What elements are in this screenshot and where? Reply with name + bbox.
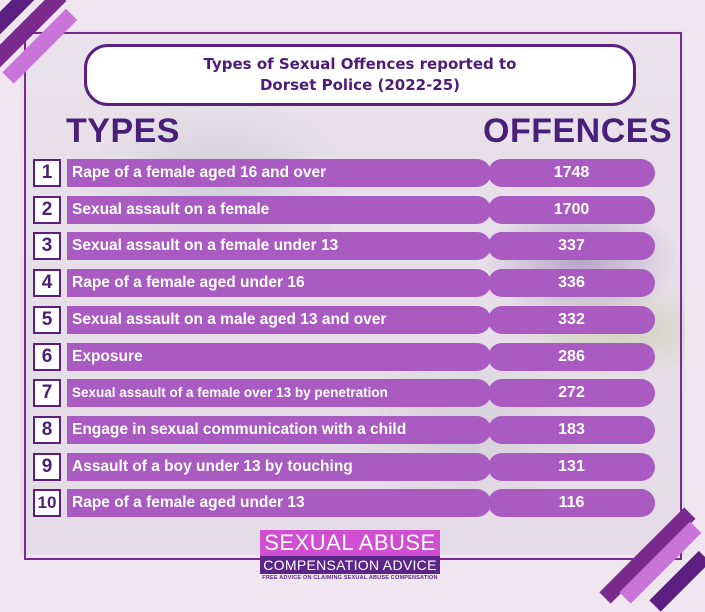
title-line-2: Dorset Police (2022-25) (259, 76, 461, 94)
title-box: Types of Sexual Offences reported to Dor… (84, 44, 636, 106)
offence-count: 332 (488, 305, 655, 334)
offence-type-label: Assault of a boy under 13 by touching (67, 452, 491, 481)
rank-number: 1 (33, 159, 61, 187)
logo-line-2: COMPENSATION ADVICE (260, 556, 440, 574)
offence-count: 272 (488, 379, 655, 408)
offence-type-label: Sexual assault on a male aged 13 and ove… (67, 305, 491, 334)
rank-number: 10 (33, 489, 61, 518)
offence-type-label: Rape of a female aged under 13 (67, 489, 491, 518)
offence-count: 337 (488, 232, 655, 261)
logo-tagline: FREE ADVICE ON CLAIMING SEXUAL ABUSE COM… (262, 575, 438, 581)
rank-number: 3 (33, 232, 61, 261)
offence-count: 286 (488, 342, 655, 371)
rank-number: 8 (33, 415, 61, 444)
offences-header: OFFENCES (483, 112, 673, 150)
offence-type-label: Sexual assault on a female (67, 195, 491, 224)
types-header: TYPES (66, 112, 180, 150)
offence-type-label: Rape of a female aged 16 and over (67, 159, 491, 187)
offence-type-label: Sexual assault of a female over 13 by pe… (67, 379, 491, 408)
title-line-1: Types of Sexual Offences reported to (203, 55, 517, 73)
brand-logo: SEXUAL ABUSE COMPENSATION ADVICE FREE AD… (260, 530, 440, 583)
offence-type-label: Exposure (67, 342, 491, 371)
offence-count: 1748 (488, 159, 655, 187)
offence-type-label: Sexual assault on a female under 13 (67, 232, 491, 261)
offence-count: 116 (488, 489, 655, 518)
offence-type-label: Engage in sexual communication with a ch… (67, 415, 491, 444)
rank-number: 6 (33, 342, 61, 371)
rank-number: 7 (33, 379, 61, 408)
offence-type-label: Rape of a female aged under 16 (67, 269, 491, 298)
rank-number: 5 (33, 305, 61, 334)
logo-line-1: SEXUAL ABUSE (260, 530, 440, 556)
offence-count: 336 (488, 269, 655, 298)
rank-number: 9 (33, 452, 61, 481)
offence-count: 183 (488, 415, 655, 444)
offence-count: 1700 (488, 195, 655, 224)
rank-number: 2 (33, 195, 61, 224)
rank-number: 4 (33, 269, 61, 298)
offence-count: 131 (488, 452, 655, 481)
